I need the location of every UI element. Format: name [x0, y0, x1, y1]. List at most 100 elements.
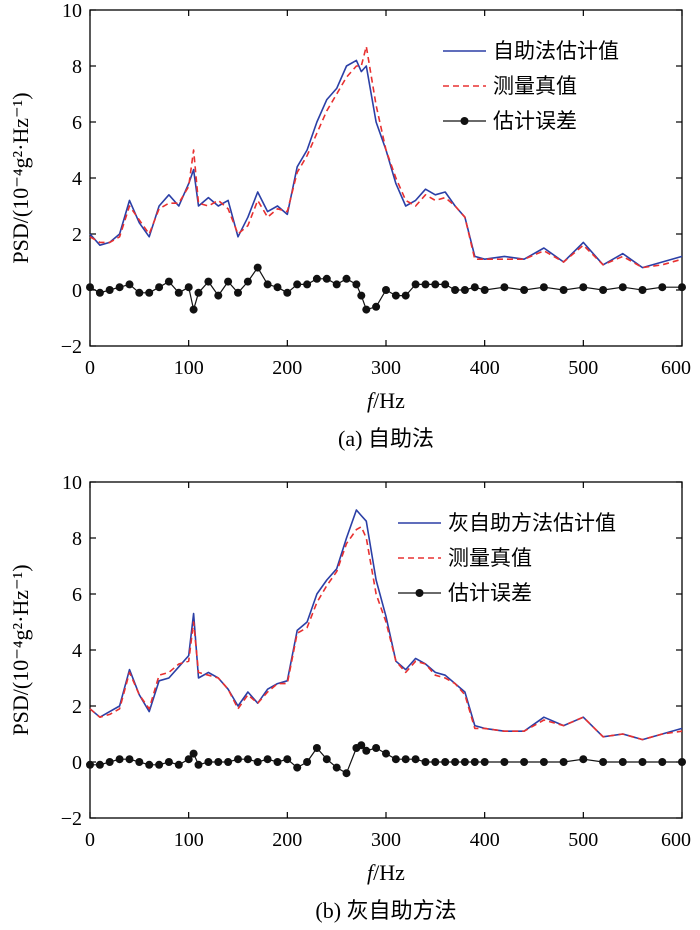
error-point: [155, 760, 164, 769]
y-tick-label: 8: [72, 528, 82, 550]
error-point: [145, 760, 154, 769]
y-axis-label: PSD/(10⁻⁴g²·Hz⁻¹): [8, 564, 33, 735]
error-point: [194, 760, 203, 769]
error-point: [382, 286, 390, 294]
error-point: [164, 758, 173, 766]
y-tick-label: 0: [72, 752, 82, 774]
x-tick-label: 600: [661, 829, 691, 851]
error-point: [273, 758, 282, 766]
error-point: [145, 288, 154, 297]
error-point: [382, 749, 390, 758]
error-point: [184, 283, 193, 292]
error-point: [135, 758, 144, 766]
error-point: [357, 741, 366, 750]
x-tick-label: 400: [470, 357, 500, 379]
error-point: [105, 286, 114, 294]
error-point: [411, 280, 420, 289]
error-point: [357, 291, 366, 300]
series-line: [89, 45, 683, 269]
error-point: [352, 280, 361, 289]
error-point: [332, 280, 341, 289]
error-point: [332, 763, 341, 772]
x-tick-label: 100: [174, 829, 204, 851]
legend-label-measured: 测量真值: [448, 546, 532, 570]
x-tick-label: 300: [371, 829, 401, 851]
error-point: [303, 758, 312, 766]
series-line: [89, 59, 683, 269]
y-tick-label: 4: [72, 640, 82, 662]
error-point: [263, 755, 272, 764]
x-tick-label: 100: [174, 357, 204, 379]
error-point: [362, 746, 371, 755]
error-point: [500, 758, 509, 766]
error-point: [189, 749, 198, 758]
error-point: [312, 274, 321, 283]
error-point: [391, 291, 400, 300]
error-point: [599, 758, 608, 766]
error-point: [273, 283, 282, 292]
error-point: [322, 755, 331, 764]
error-point: [253, 263, 262, 272]
error-point: [135, 288, 144, 297]
error-point: [86, 283, 94, 292]
x-axis-unit: /Hz: [373, 860, 405, 885]
error-point: [451, 286, 460, 294]
error-point: [234, 755, 242, 764]
error-point: [539, 758, 548, 766]
error-point: [234, 288, 242, 297]
chart-panel-a: 10 8 6 4 2 0 −2 0 100 200 300 400 500 60…: [8, 0, 691, 451]
error-point: [520, 286, 529, 294]
error-point: [253, 758, 262, 766]
legend-label-estimate: 灰自助方法估计值: [448, 511, 616, 535]
chart-panel-b: 10 8 6 4 2 0 −2 0 100 200 300 400 500 60…: [8, 472, 691, 923]
error-point: [312, 744, 321, 752]
error-point: [115, 755, 124, 764]
x-tick-label: 600: [661, 357, 691, 379]
x-axis-variable: f: [367, 388, 376, 413]
x-tick-label: 500: [568, 357, 598, 379]
x-tick-label: 0: [85, 829, 95, 851]
x-axis-unit: /Hz: [373, 388, 405, 413]
axis-ticks: [89, 481, 683, 819]
error-point: [539, 283, 548, 292]
error-point: [638, 286, 647, 294]
error-point: [214, 758, 223, 766]
error-point: [303, 280, 312, 289]
panel-caption: (a) 自助法: [338, 426, 434, 451]
error-point: [283, 755, 292, 764]
error-point: [342, 274, 351, 283]
error-point: [579, 755, 588, 764]
legend-label-measured: 测量真值: [493, 74, 577, 98]
error-point: [559, 286, 568, 294]
error-point: [293, 763, 302, 772]
legend-label-estimate: 自助法估计值: [493, 39, 619, 63]
error-point: [638, 758, 647, 766]
y-tick-label: 0: [72, 280, 82, 302]
y-tick-label: 10: [62, 0, 82, 22]
error-point: [391, 755, 400, 764]
y-tick-label: 2: [72, 224, 82, 246]
error-point: [86, 760, 94, 769]
error-point: [372, 302, 381, 311]
x-axis-label: f/Hz: [367, 388, 405, 413]
error-point: [204, 758, 213, 766]
error-point: [441, 280, 450, 289]
error-point: [283, 288, 292, 297]
error-point: [293, 280, 302, 289]
error-point: [431, 758, 440, 766]
x-tick-label: 200: [272, 829, 302, 851]
error-point: [95, 288, 104, 297]
panel-caption: (b) 灰自助方法: [315, 898, 456, 923]
y-tick-label: 2: [72, 696, 82, 718]
series-line: [89, 509, 683, 741]
error-point: [362, 305, 371, 314]
legend: 自助法估计值 测量真值 估计误差: [443, 39, 619, 133]
error-point: [125, 755, 134, 764]
error-point: [243, 755, 252, 764]
error-point: [460, 286, 469, 294]
error-point: [194, 288, 203, 297]
legend-label-error: 估计误差: [448, 581, 532, 605]
error-point: [105, 758, 114, 766]
error-point: [520, 758, 529, 766]
error-point: [322, 274, 331, 283]
